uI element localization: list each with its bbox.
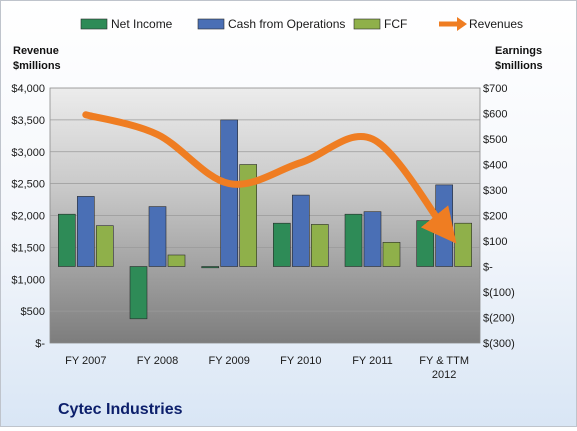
bar-cash-from-operations bbox=[220, 119, 238, 267]
chart-title: Cytec Industries bbox=[58, 401, 183, 418]
right-tick-label: $500 bbox=[483, 134, 507, 146]
bar-cash-from-operations bbox=[77, 196, 95, 267]
bar-net-income bbox=[201, 266, 219, 269]
legend-net-income-label: Net Income bbox=[111, 17, 173, 31]
left-tick-label: $500 bbox=[21, 306, 45, 318]
left-axis-title-line1: Revenue bbox=[13, 45, 59, 57]
bars bbox=[57, 119, 473, 320]
left-tick-label: $1,500 bbox=[11, 242, 45, 254]
category-label: FY 2008 bbox=[137, 355, 178, 367]
bar-fcf bbox=[310, 224, 329, 267]
right-tick-label: $- bbox=[483, 262, 493, 274]
bar-fcf bbox=[167, 254, 186, 267]
right-tick-label: $100 bbox=[483, 236, 507, 248]
category-label: FY 2009 bbox=[208, 355, 249, 367]
right-tick-label: $600 bbox=[483, 109, 507, 121]
left-tick-label: $2,500 bbox=[11, 179, 45, 191]
legend-revenues-label: Revenues bbox=[469, 17, 523, 31]
bar-net-income bbox=[344, 213, 363, 267]
left-tick-label: $1,000 bbox=[11, 274, 45, 286]
right-axis-title-line2: $millions bbox=[495, 60, 543, 72]
legend-fcf-swatch bbox=[353, 18, 381, 30]
right-tick-label: $(200) bbox=[483, 313, 515, 325]
right-tick-label: $300 bbox=[483, 185, 507, 197]
bar-net-income bbox=[57, 213, 76, 267]
right-axis-ticks: $(300) $(200) $(100) $- $100 $200 $300 $400 $500… bbox=[483, 83, 515, 350]
left-axis-title-line2: $millions bbox=[13, 60, 61, 72]
left-tick-label: $3,000 bbox=[11, 147, 45, 159]
category-label: FY & TTM 2012 bbox=[419, 355, 469, 381]
gridlines bbox=[50, 119, 480, 312]
right-tick-label: $(100) bbox=[483, 287, 515, 299]
right-tick-label: $(300) bbox=[483, 338, 515, 350]
left-tick-label: $2,000 bbox=[11, 211, 45, 223]
right-tick-label: $700 bbox=[483, 83, 507, 95]
legend-fcf-label: FCF bbox=[384, 17, 407, 31]
revenue-line-path bbox=[82, 111, 457, 244]
left-axis-ticks: $- $500 $1,000 $1,500 $2,000 $2,500 $3,000 $3,5… bbox=[11, 83, 45, 350]
legend-revenues-arrow bbox=[457, 17, 467, 31]
right-tick-label: $400 bbox=[483, 160, 507, 172]
category-label: FY 2007 bbox=[65, 355, 106, 367]
legend: Net Income Cash from Operations FCF Revenue… bbox=[80, 17, 523, 31]
bar-cash-from-operations bbox=[363, 211, 382, 267]
bar-fcf bbox=[239, 164, 257, 267]
bar-cash-from-operations bbox=[291, 194, 310, 267]
bar-net-income bbox=[272, 222, 291, 267]
bar-fcf bbox=[96, 225, 114, 267]
bar-net-income bbox=[129, 266, 148, 320]
category-label: FY 2011 bbox=[352, 355, 393, 367]
left-tick-label: $4,000 bbox=[11, 83, 45, 95]
bar-fcf bbox=[454, 222, 473, 267]
legend-cash-from-operations-label: Cash from Operations bbox=[228, 17, 345, 31]
left-tick-label: $3,500 bbox=[11, 115, 45, 127]
bar-fcf bbox=[382, 242, 401, 267]
category-labels: FY 2007 FY 2008 FY 2009 FY 2010 FY 2011 FY & … bbox=[65, 355, 469, 381]
left-tick-label: $- bbox=[35, 338, 45, 350]
right-tick-label: $200 bbox=[483, 211, 507, 223]
right-axis-title-line1: Earnings bbox=[495, 45, 542, 57]
revenue-line bbox=[82, 111, 457, 244]
category-label: FY 2010 bbox=[280, 355, 321, 367]
bar-net-income bbox=[416, 220, 435, 267]
bar-cash-from-operations bbox=[148, 206, 167, 267]
legend-cash-from-operations-swatch bbox=[197, 18, 225, 30]
legend-net-income-swatch bbox=[80, 18, 108, 30]
